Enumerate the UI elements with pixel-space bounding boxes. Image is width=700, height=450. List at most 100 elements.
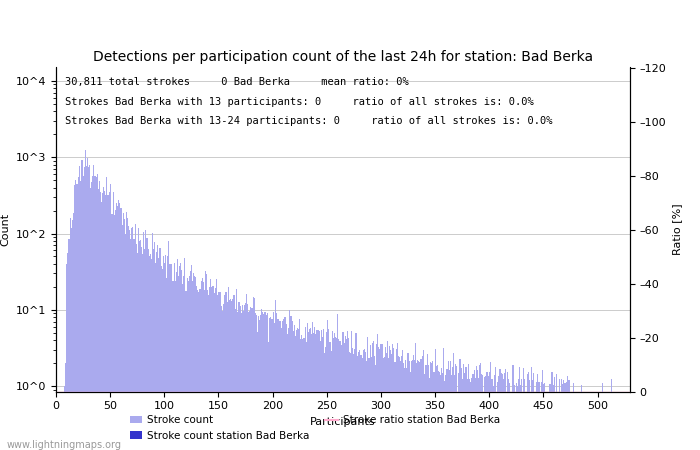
Bar <box>431 363 433 450</box>
Bar <box>174 281 176 450</box>
Bar <box>260 315 261 450</box>
Bar <box>568 380 569 450</box>
Bar <box>451 375 452 450</box>
Bar <box>322 337 323 450</box>
Bar <box>318 331 320 450</box>
Bar <box>356 356 358 450</box>
Bar <box>142 254 144 450</box>
Bar <box>152 233 153 450</box>
Bar <box>64 386 65 450</box>
Bar <box>374 356 375 450</box>
Bar <box>182 284 183 450</box>
Bar <box>351 331 352 450</box>
Bar <box>277 319 279 450</box>
Bar <box>272 319 273 450</box>
Bar <box>358 351 360 450</box>
Bar <box>221 306 222 450</box>
Bar <box>148 256 150 450</box>
Bar <box>417 360 419 450</box>
Bar <box>79 166 81 450</box>
Bar <box>203 282 204 450</box>
Bar <box>100 192 101 450</box>
Bar <box>237 311 239 450</box>
Bar <box>395 349 397 450</box>
Bar <box>102 193 103 450</box>
Bar <box>352 348 354 450</box>
Bar <box>416 364 417 450</box>
Y-axis label: Count: Count <box>0 213 10 246</box>
Bar <box>199 289 201 450</box>
Bar <box>323 329 324 450</box>
Bar <box>433 372 435 450</box>
Bar <box>517 386 518 450</box>
Bar <box>244 305 245 450</box>
Bar <box>310 328 311 450</box>
Bar <box>150 259 152 450</box>
Bar <box>296 330 297 450</box>
Bar <box>281 328 282 450</box>
Bar <box>407 353 409 450</box>
Bar <box>364 349 365 450</box>
Bar <box>562 384 564 450</box>
Bar <box>232 299 233 450</box>
Bar <box>166 278 167 450</box>
Bar <box>412 360 413 450</box>
Bar <box>167 256 168 450</box>
Text: 30,811 total strokes     0 Bad Berka     mean ratio: 0%: 30,811 total strokes 0 Bad Berka mean ra… <box>64 77 408 87</box>
Bar <box>385 346 386 450</box>
Bar <box>206 274 207 450</box>
Bar <box>449 361 451 450</box>
Bar <box>117 206 118 450</box>
Text: Strokes Bad Berka with 13-24 participants: 0     ratio of all strokes is: 0.0%: Strokes Bad Berka with 13-24 participant… <box>64 116 552 126</box>
Bar <box>113 193 114 450</box>
Bar <box>276 313 277 450</box>
Bar <box>210 279 211 450</box>
Bar <box>542 370 543 450</box>
Bar <box>263 314 265 450</box>
Bar <box>370 357 372 450</box>
Bar <box>443 348 444 450</box>
Bar <box>139 241 140 450</box>
Bar <box>140 240 141 450</box>
Bar <box>419 362 421 450</box>
Bar <box>360 356 361 450</box>
Bar <box>164 255 166 450</box>
Bar <box>189 276 190 450</box>
Bar <box>573 383 574 450</box>
Bar <box>65 363 66 450</box>
Bar <box>76 184 77 450</box>
Bar <box>473 370 475 450</box>
Bar <box>97 174 98 450</box>
Bar <box>228 287 229 450</box>
Bar <box>234 296 235 450</box>
Y-axis label: Ratio [%]: Ratio [%] <box>672 204 682 255</box>
Bar <box>414 360 415 450</box>
Bar <box>92 176 93 450</box>
Bar <box>216 279 217 450</box>
Bar <box>337 314 338 450</box>
Bar <box>478 378 479 450</box>
Bar <box>111 215 112 450</box>
Bar <box>334 333 335 450</box>
Bar <box>120 208 122 450</box>
Bar <box>286 324 287 450</box>
Bar <box>230 299 231 450</box>
Text: Strokes Bad Berka with 13 participants: 0     ratio of all strokes is: 0.0%: Strokes Bad Berka with 13 participants: … <box>64 97 533 107</box>
Bar <box>298 329 299 450</box>
Bar <box>94 176 95 450</box>
Bar <box>81 160 83 450</box>
Bar <box>193 273 194 450</box>
Bar <box>468 364 469 450</box>
Bar <box>309 329 310 450</box>
Bar <box>88 167 89 450</box>
Bar <box>581 385 582 450</box>
Bar <box>465 367 466 450</box>
Bar <box>489 372 490 450</box>
Bar <box>215 288 216 450</box>
Bar <box>290 316 292 450</box>
Bar <box>308 332 309 450</box>
Legend: Stroke count, Stroke count station Bad Berka, Stroke ratio station Bad Berka: Stroke count, Stroke count station Bad B… <box>125 411 505 445</box>
Bar <box>126 212 127 450</box>
Bar <box>132 227 134 450</box>
Bar <box>141 247 142 450</box>
